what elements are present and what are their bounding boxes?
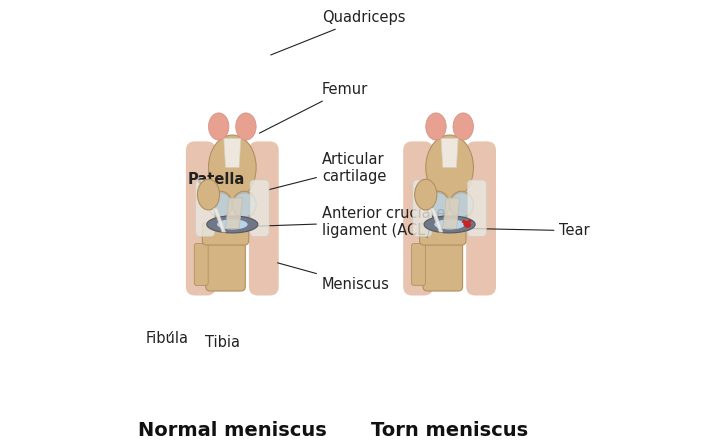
- Text: Torn meniscus: Torn meniscus: [371, 421, 528, 439]
- Polygon shape: [214, 208, 225, 232]
- Ellipse shape: [209, 135, 256, 200]
- Ellipse shape: [426, 191, 449, 219]
- Polygon shape: [443, 198, 460, 228]
- Ellipse shape: [424, 216, 475, 233]
- Ellipse shape: [427, 193, 449, 217]
- Text: Meniscus: Meniscus: [277, 263, 390, 292]
- Text: Anterior cruciate
ligament (ACL): Anterior cruciate ligament (ACL): [258, 206, 445, 238]
- FancyBboxPatch shape: [420, 223, 466, 245]
- Text: Tibia: Tibia: [205, 335, 240, 350]
- Ellipse shape: [233, 193, 256, 217]
- Polygon shape: [225, 198, 243, 228]
- Text: Normal meniscus: Normal meniscus: [138, 421, 327, 439]
- Text: Patella: Patella: [187, 172, 245, 187]
- Ellipse shape: [197, 179, 220, 210]
- FancyBboxPatch shape: [467, 180, 487, 237]
- Ellipse shape: [451, 193, 472, 217]
- Ellipse shape: [426, 135, 474, 200]
- Ellipse shape: [426, 113, 446, 140]
- Text: Fibula: Fibula: [146, 331, 189, 346]
- FancyBboxPatch shape: [412, 243, 426, 285]
- Point: [461, 220, 472, 227]
- Text: Articular
cartilage: Articular cartilage: [269, 152, 387, 190]
- FancyBboxPatch shape: [403, 142, 433, 296]
- Polygon shape: [224, 138, 240, 168]
- Polygon shape: [441, 138, 458, 168]
- FancyBboxPatch shape: [206, 231, 246, 291]
- Ellipse shape: [217, 220, 248, 229]
- FancyBboxPatch shape: [202, 223, 248, 245]
- FancyBboxPatch shape: [466, 142, 496, 296]
- Ellipse shape: [207, 216, 258, 233]
- FancyBboxPatch shape: [196, 180, 215, 237]
- FancyBboxPatch shape: [423, 231, 462, 291]
- FancyBboxPatch shape: [186, 142, 216, 296]
- Ellipse shape: [449, 191, 474, 219]
- FancyBboxPatch shape: [194, 243, 208, 285]
- Ellipse shape: [209, 191, 233, 219]
- FancyBboxPatch shape: [249, 142, 279, 296]
- Ellipse shape: [415, 179, 437, 210]
- Ellipse shape: [209, 113, 229, 140]
- Ellipse shape: [233, 191, 256, 219]
- Polygon shape: [431, 208, 443, 232]
- Ellipse shape: [210, 193, 231, 217]
- Text: Quadriceps: Quadriceps: [271, 10, 405, 55]
- Text: Tear: Tear: [470, 223, 590, 238]
- FancyBboxPatch shape: [250, 180, 269, 237]
- Text: Femur: Femur: [259, 82, 368, 133]
- FancyBboxPatch shape: [413, 180, 432, 237]
- Ellipse shape: [453, 113, 474, 140]
- Ellipse shape: [434, 220, 465, 229]
- Ellipse shape: [235, 113, 256, 140]
